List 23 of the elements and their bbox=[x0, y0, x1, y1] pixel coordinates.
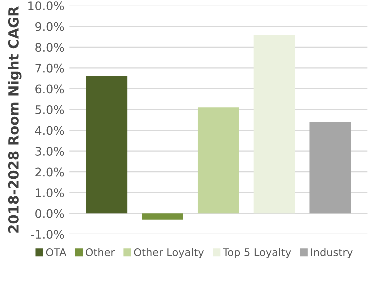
y-tick-label: 2.0% bbox=[36, 168, 64, 177]
y-tick-label: 8.0% bbox=[36, 43, 64, 52]
y-tick-label: 6.0% bbox=[36, 84, 64, 94]
y-tick-label: 9.0% bbox=[36, 22, 64, 32]
y-tick-label: 10.0% bbox=[28, 2, 64, 11]
y-tick-label: 1.0% bbox=[36, 188, 64, 198]
y-tick-label: 7.0% bbox=[36, 64, 64, 73]
bar bbox=[254, 34, 296, 214]
y-tick-label: -1.0% bbox=[31, 230, 64, 240]
y-tick-label: 4.0% bbox=[35, 126, 64, 136]
legend-label: Other Loyalty bbox=[134, 248, 204, 258]
bar bbox=[310, 122, 352, 214]
legend-label: Top 5 Loyalty bbox=[223, 248, 292, 258]
bar bbox=[86, 76, 128, 214]
y-axis-title: 2018-2028 Room Night CAGR bbox=[8, 6, 22, 233]
y-tick-label: 0.0% bbox=[36, 209, 64, 218]
bar bbox=[142, 214, 184, 220]
y-tick-label: 5.0% bbox=[36, 105, 64, 114]
legend-label: OTA bbox=[46, 248, 67, 256]
y-tick-label: 3.0% bbox=[36, 147, 64, 156]
legend-label: Other bbox=[86, 248, 116, 256]
bar bbox=[198, 108, 240, 214]
legend-label: Industry bbox=[311, 248, 353, 258]
